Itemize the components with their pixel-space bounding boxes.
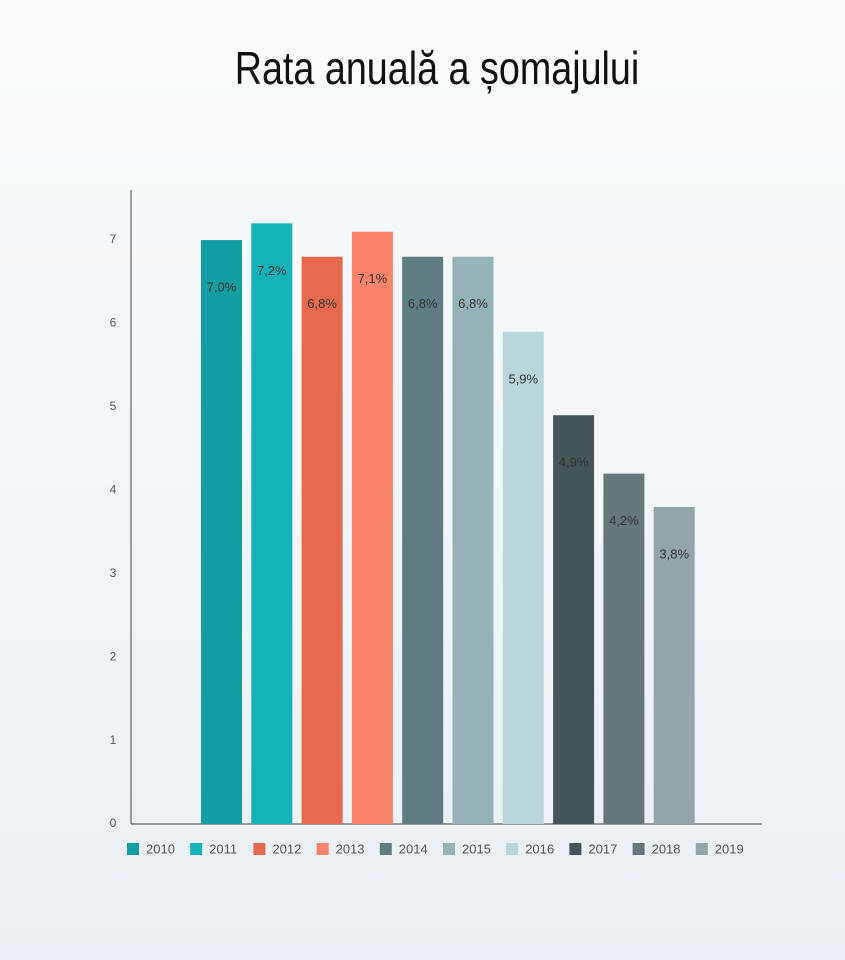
- value-label: 4,2%: [609, 513, 639, 528]
- y-tick-label: 5: [110, 399, 117, 413]
- legend-swatch: [506, 843, 519, 855]
- bar: [452, 256, 494, 825]
- y-tick-label: 7: [110, 232, 117, 246]
- legend-swatch: [695, 843, 708, 855]
- legend-swatch: [443, 843, 455, 855]
- chart-title: Rata anuală a șomajului: [235, 43, 640, 94]
- bar: [351, 231, 393, 825]
- value-label: 6,8%: [458, 296, 488, 311]
- legend-label: 2013: [336, 841, 365, 856]
- legend-label: 2015: [462, 841, 491, 856]
- value-label: 7,1%: [358, 271, 388, 286]
- value-label: 3,8%: [659, 546, 689, 561]
- legend-swatch: [316, 843, 329, 855]
- y-tick-label: 4: [110, 482, 117, 496]
- legend-label: 2016: [525, 841, 554, 856]
- bar: [553, 415, 595, 824]
- value-label: 7,0%: [207, 279, 237, 294]
- value-label: 6,8%: [307, 296, 337, 311]
- legend-swatch: [632, 843, 645, 855]
- bar: [201, 240, 242, 825]
- legend-swatch: [253, 843, 266, 855]
- value-label: 7,2%: [257, 263, 287, 278]
- legend-label: 2010: [146, 841, 175, 856]
- legend-label: 2019: [715, 841, 744, 856]
- value-label: 6,8%: [408, 296, 438, 311]
- bar: [251, 223, 293, 825]
- bar: [402, 256, 444, 825]
- y-tick-label: 1: [110, 733, 117, 747]
- bar: [603, 473, 645, 824]
- legend-label: 2017: [588, 841, 617, 856]
- legend-swatch: [379, 843, 392, 855]
- bar: [301, 256, 343, 825]
- bar: [653, 507, 695, 824]
- legend-swatch: [569, 843, 582, 855]
- value-label: 5,9%: [508, 371, 538, 386]
- legend-label: 2014: [399, 841, 428, 856]
- y-tick-label: 0: [110, 816, 117, 830]
- value-label: 4,9%: [559, 455, 589, 470]
- legend-label: 2012: [272, 841, 301, 856]
- y-tick-label: 3: [110, 566, 117, 580]
- legend-label: 2011: [209, 841, 237, 856]
- legend-swatch: [127, 843, 139, 855]
- bar: [502, 331, 544, 824]
- y-tick-label: 6: [110, 316, 117, 330]
- y-tick-label: 2: [110, 649, 117, 663]
- legend-label: 2018: [652, 841, 681, 856]
- legend-swatch: [190, 843, 203, 855]
